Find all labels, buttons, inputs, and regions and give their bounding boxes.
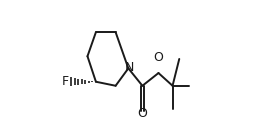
Text: N: N [124,61,134,74]
Text: O: O [153,51,163,64]
Text: O: O [137,107,147,120]
Text: F: F [61,75,69,88]
